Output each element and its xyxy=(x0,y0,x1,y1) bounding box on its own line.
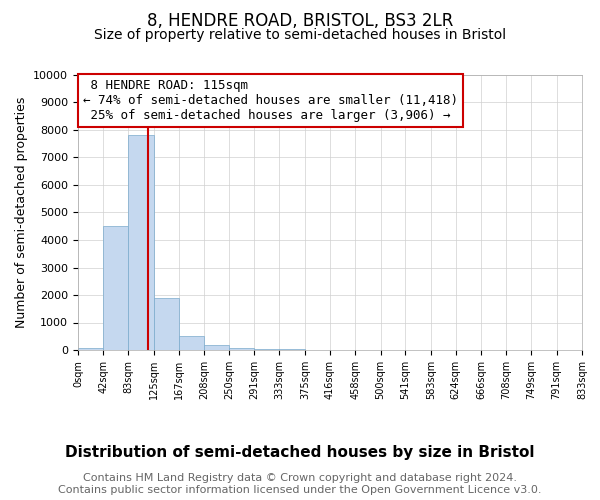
Bar xyxy=(229,348,254,350)
Bar xyxy=(78,348,103,350)
Bar xyxy=(254,349,280,350)
Text: 8, HENDRE ROAD, BRISTOL, BS3 2LR: 8, HENDRE ROAD, BRISTOL, BS3 2LR xyxy=(147,12,453,30)
Bar xyxy=(179,336,204,350)
Text: Distribution of semi-detached houses by size in Bristol: Distribution of semi-detached houses by … xyxy=(65,445,535,460)
Bar xyxy=(103,226,128,350)
Y-axis label: Number of semi-detached properties: Number of semi-detached properties xyxy=(15,97,28,328)
Text: Contains HM Land Registry data © Crown copyright and database right 2024.
Contai: Contains HM Land Registry data © Crown c… xyxy=(58,474,542,495)
Text: 8 HENDRE ROAD: 115sqm
← 74% of semi-detached houses are smaller (11,418)
 25% of: 8 HENDRE ROAD: 115sqm ← 74% of semi-deta… xyxy=(83,79,458,122)
Bar xyxy=(154,298,179,350)
Bar xyxy=(204,344,229,350)
Bar xyxy=(128,136,154,350)
Text: Size of property relative to semi-detached houses in Bristol: Size of property relative to semi-detach… xyxy=(94,28,506,42)
